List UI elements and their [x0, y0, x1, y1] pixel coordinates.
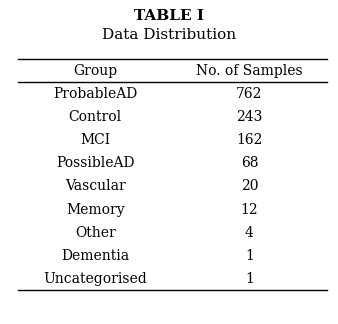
Text: Vascular: Vascular: [65, 179, 126, 193]
Text: 762: 762: [236, 87, 263, 101]
Text: 20: 20: [241, 179, 258, 193]
Text: 1: 1: [245, 272, 254, 286]
Text: No. of Samples: No. of Samples: [196, 64, 303, 78]
Text: 68: 68: [241, 156, 258, 170]
Text: Uncategorised: Uncategorised: [43, 272, 147, 286]
Text: TABLE I: TABLE I: [134, 9, 204, 23]
Text: Control: Control: [69, 110, 122, 124]
Text: 12: 12: [241, 202, 258, 216]
Text: Dementia: Dementia: [61, 249, 129, 263]
Text: 162: 162: [236, 133, 263, 147]
Text: 1: 1: [245, 249, 254, 263]
Text: Memory: Memory: [66, 202, 125, 216]
Text: Other: Other: [75, 226, 116, 240]
Text: PossibleAD: PossibleAD: [56, 156, 135, 170]
Text: Group: Group: [73, 64, 117, 78]
Text: MCI: MCI: [80, 133, 110, 147]
Text: 243: 243: [236, 110, 263, 124]
Text: ProbableAD: ProbableAD: [53, 87, 137, 101]
Text: Data Distribution: Data Distribution: [102, 28, 236, 42]
Text: 4: 4: [245, 226, 254, 240]
